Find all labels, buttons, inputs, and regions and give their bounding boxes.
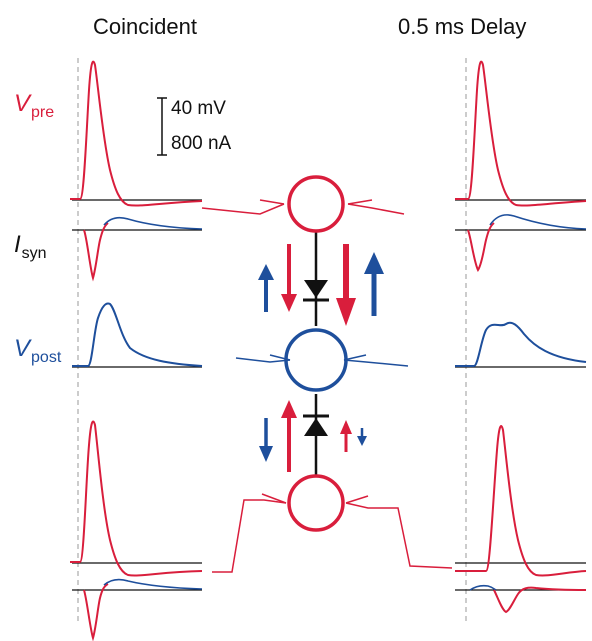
isyn-label-main: I	[14, 231, 21, 258]
left-bottom-isyn-trace-red	[83, 583, 109, 641]
electrode-bottom-right	[345, 495, 453, 569]
electrode-top-right	[347, 199, 405, 215]
diode-bottom	[303, 414, 329, 436]
electrode-mid-left	[235, 354, 291, 363]
electrode-mid-right	[343, 354, 409, 367]
right-vpre-trace	[455, 60, 587, 207]
coincident-header: Coincident	[93, 14, 197, 39]
right-isyn-trace-blue	[489, 214, 587, 230]
arrow-up-blue-left-top	[258, 264, 274, 312]
right-bottom-vpre-trace	[455, 425, 587, 577]
scale-bar	[157, 97, 167, 156]
right-vpost-trace	[455, 321, 587, 367]
left-vpost-trace	[72, 302, 203, 367]
arrow-down-blue-left-bottom	[259, 418, 273, 462]
isyn-label-sub: syn	[21, 245, 47, 262]
vpost-label-sub: post	[31, 349, 62, 366]
presynaptic-neuron-bottom	[287, 474, 345, 532]
vpre-label-main: V	[14, 90, 31, 117]
left-isyn-trace-blue	[103, 216, 203, 230]
arrow-down-red-right-top	[336, 244, 356, 326]
left-bottom-vpre-trace	[70, 420, 203, 577]
left-isyn-trace-red	[83, 222, 109, 282]
presynaptic-neuron-top	[287, 175, 345, 233]
vpre-label-sub: pre	[31, 104, 55, 121]
arrow-down-blue-right-bottom	[357, 428, 367, 446]
arrow-up-red-left-bottom	[281, 400, 297, 472]
postsynaptic-neuron	[284, 328, 348, 392]
delay-header: 0.5 ms Delay	[398, 14, 527, 39]
left-bottom-isyn-trace-blue	[103, 578, 203, 590]
diode-top	[303, 280, 329, 302]
right-bottom-isyn-trace-red	[493, 586, 587, 614]
vpost-label-main: V	[14, 335, 31, 362]
arrow-up-blue-right-top	[364, 252, 384, 316]
scale-voltage-label: 40 mV	[171, 98, 226, 119]
vpre-label: Vpre	[14, 90, 54, 122]
right-bottom-isyn-trace-blue	[469, 584, 497, 591]
electrode-bottom-left	[212, 493, 287, 573]
isyn-label: Isyn	[14, 231, 47, 263]
vpost-label: Vpost	[14, 335, 61, 367]
left-vpre-trace	[70, 60, 203, 207]
right-isyn-trace-red	[467, 222, 495, 272]
arrow-up-red-right-bottom	[340, 420, 352, 452]
arrow-down-red-left-top	[281, 244, 297, 312]
electrode-top-left	[201, 199, 285, 215]
scale-current-label: 800 nA	[171, 133, 232, 154]
